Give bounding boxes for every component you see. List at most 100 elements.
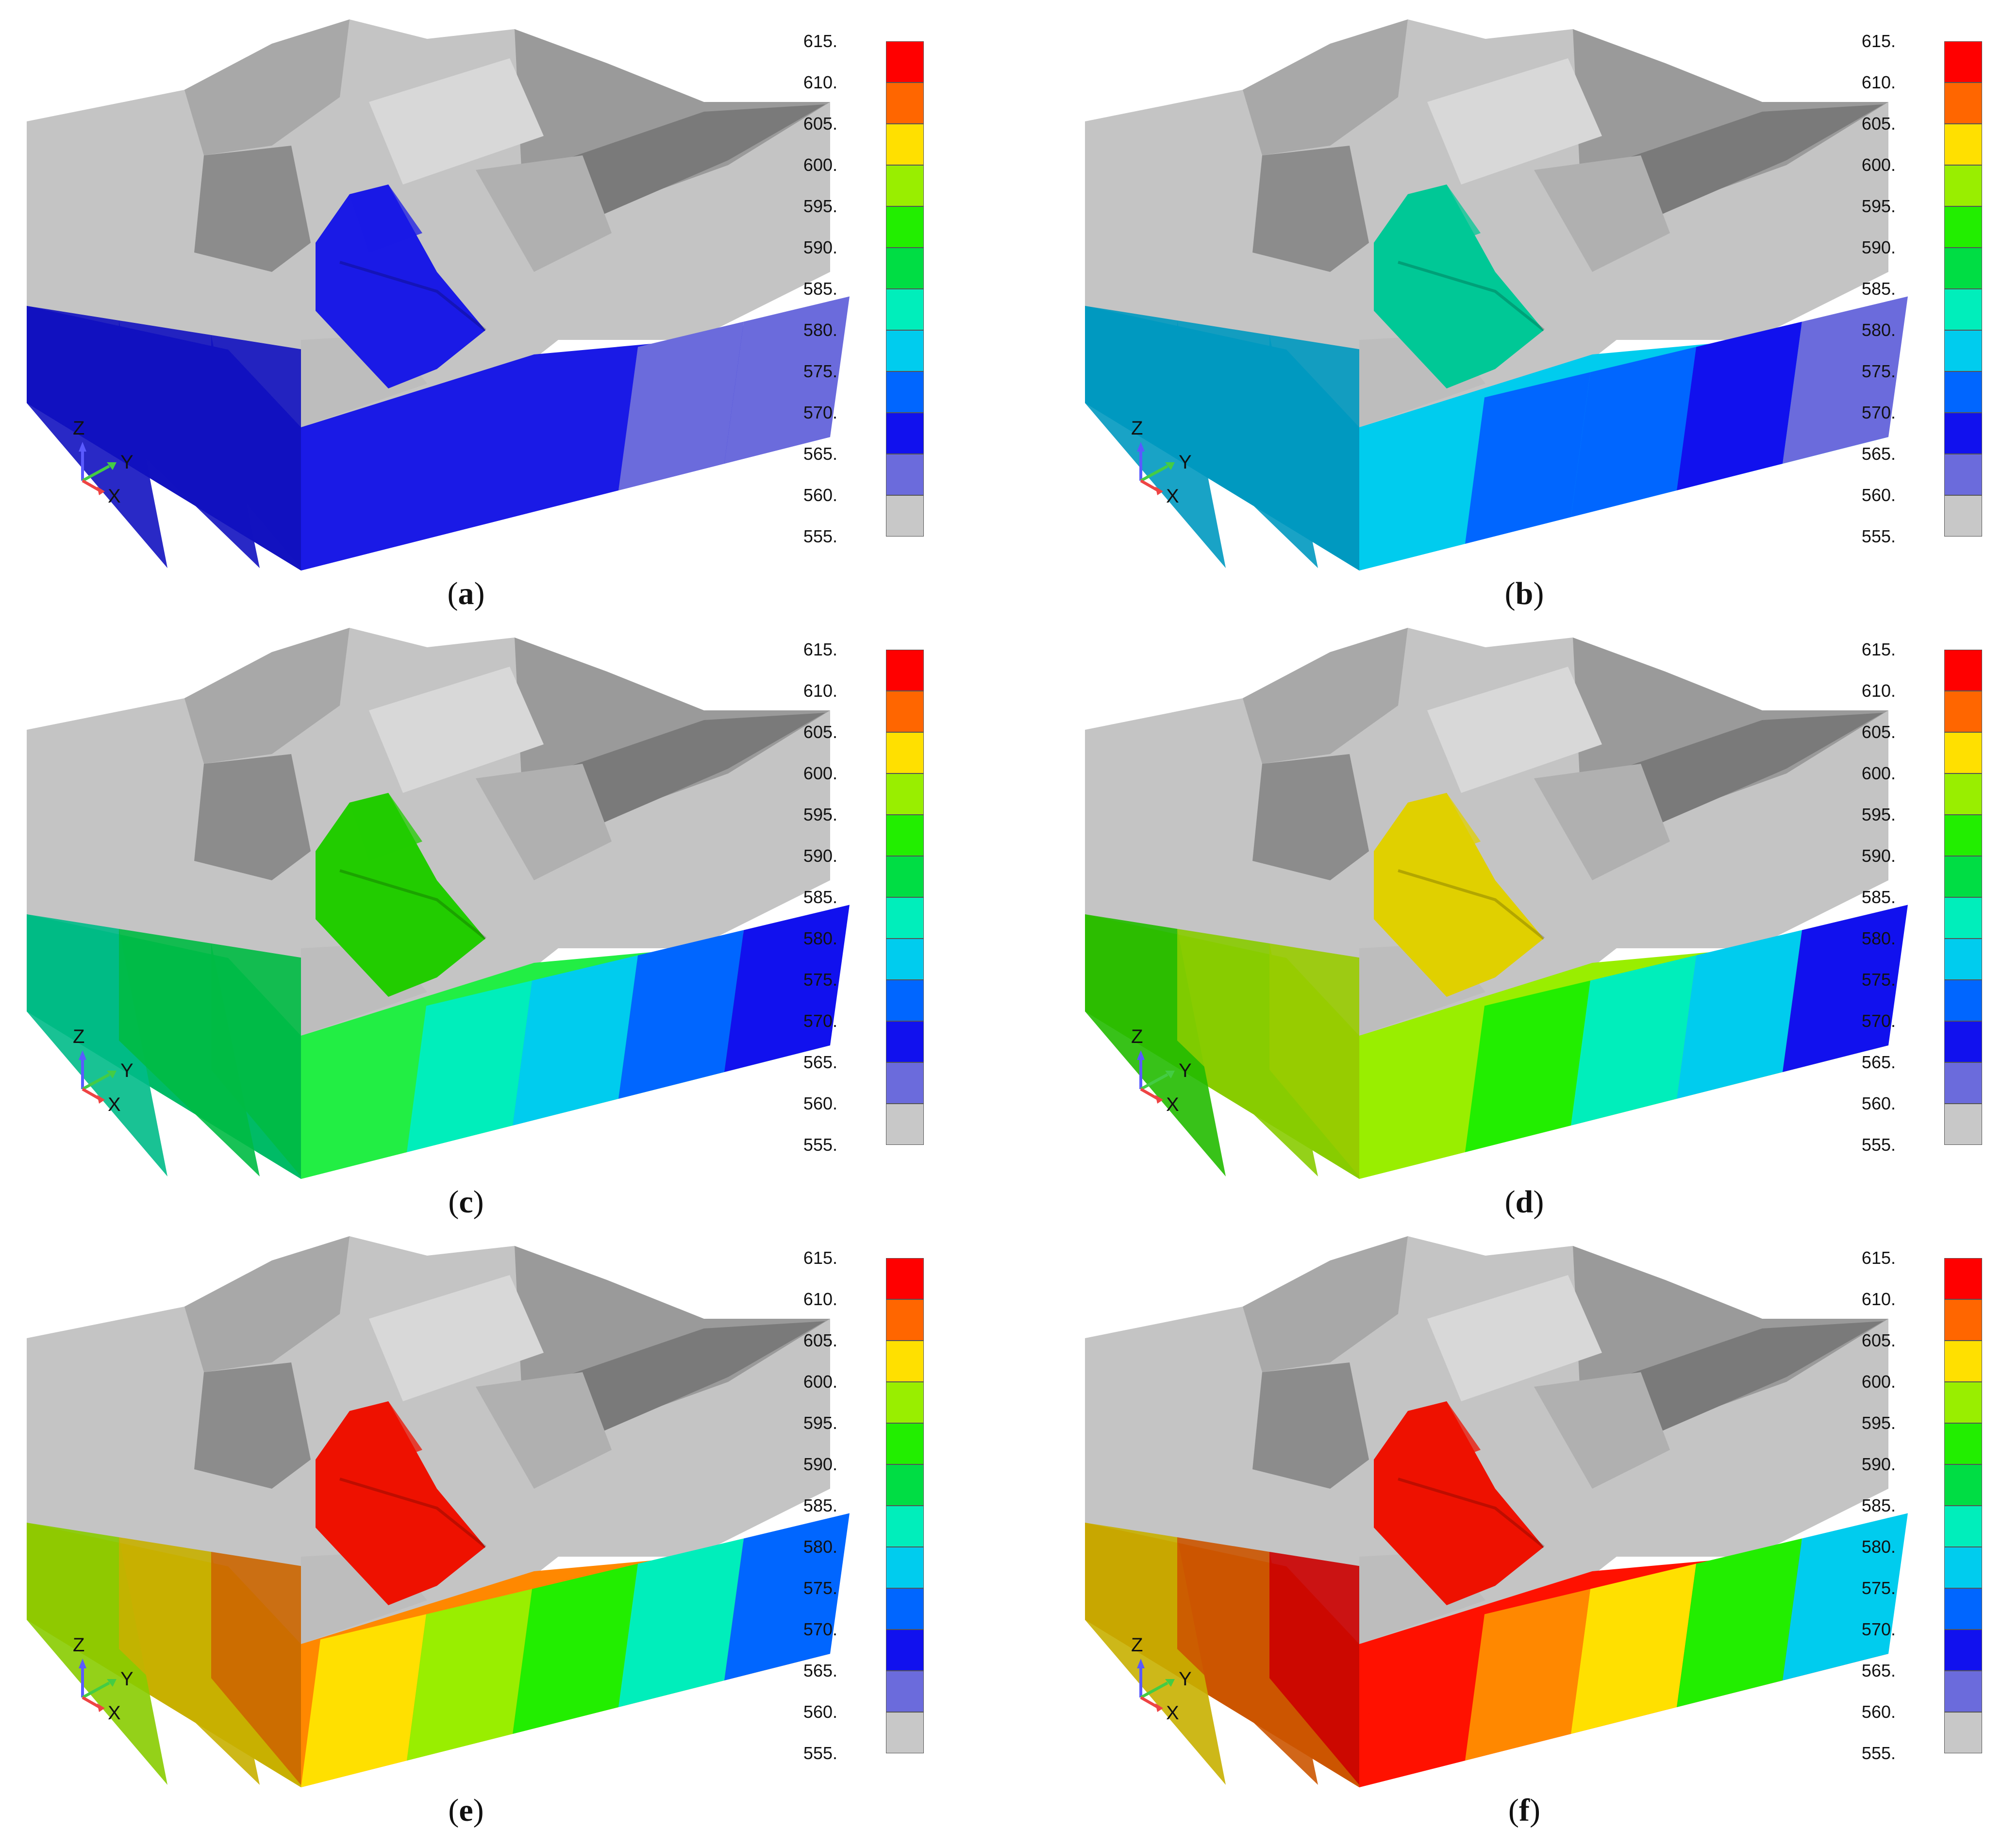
axis-label-y: Y: [120, 452, 133, 473]
panel-d: Z Y X 615. 610. 605. 600. 595. 590. 585. 580. 575. 5…: [1058, 608, 2002, 1225]
legend-tick-label: 595.: [803, 1413, 837, 1433]
legend-swatch: [886, 1382, 924, 1423]
legend-tick-label: 555.: [1861, 1743, 1896, 1763]
excavation-zone: [316, 793, 485, 997]
legend-tick-label: 570.: [803, 403, 837, 422]
axis-triad: Z YX: [73, 1026, 133, 1115]
legend-tick-label: 610.: [803, 72, 837, 92]
panel-caption: (d): [1504, 1184, 1544, 1220]
legend-tick-label: 565.: [803, 1052, 837, 1072]
legend-swatch: [886, 495, 924, 537]
panel-caption-letter: c: [459, 1184, 473, 1220]
legend-tick-label: 565.: [1861, 1052, 1896, 1072]
legend-tick-label: 570.: [803, 1011, 837, 1031]
legend-tick-label: 605.: [1861, 1330, 1896, 1350]
legend-swatch: [886, 454, 924, 495]
legend-tick-label: 560.: [1861, 1093, 1896, 1113]
axis-label-z: Z: [1131, 1634, 1143, 1656]
legend-tick-label: 595.: [803, 805, 837, 824]
axis-label-z: Z: [1131, 418, 1143, 439]
panel-caption-letter: b: [1515, 576, 1534, 611]
legend-swatch: [886, 1299, 924, 1341]
legend-swatch: [886, 371, 924, 413]
legend-swatch: [886, 413, 924, 454]
axis-label-y: Y: [1179, 1060, 1192, 1081]
legend-tick-label: 590.: [803, 1454, 837, 1474]
legend-tick-label: 595.: [1861, 196, 1896, 216]
legend-swatch: [886, 1104, 924, 1145]
legend-tick-label: 585.: [803, 279, 837, 299]
axis-label-y: Y: [120, 1668, 133, 1690]
legend-swatch: [1944, 495, 1982, 537]
axis-triad: Z YX: [1131, 418, 1192, 507]
legend-swatch: [886, 1062, 924, 1104]
legend-tick-label: 560.: [1861, 485, 1896, 505]
legend-tick-label: 575.: [803, 970, 837, 990]
legend-swatch: [1944, 1062, 1982, 1104]
excavation-zone: [1374, 793, 1544, 997]
legend-swatch: [1944, 1382, 1982, 1423]
legend-swatch: [886, 289, 924, 330]
legend-tick-label: 590.: [1861, 1454, 1896, 1474]
legend-swatch: [886, 1341, 924, 1382]
legend-swatch: [1944, 165, 1982, 206]
legend-swatch: [1944, 1299, 1982, 1341]
legend-tick-label: 610.: [803, 681, 837, 701]
legend-swatch: [1944, 124, 1982, 165]
legend-swatch: [1944, 732, 1982, 773]
legend-tick-label: 555.: [803, 1743, 837, 1763]
legend-swatch: [1944, 1258, 1982, 1299]
legend-swatch: [1944, 1506, 1982, 1547]
legend-tick-label: 560.: [803, 1093, 837, 1113]
terrain-model: Z YX: [1085, 1236, 1908, 1787]
panel-caption: (f): [1508, 1793, 1540, 1828]
legend-swatch: [886, 165, 924, 206]
legend-swatch: [886, 1258, 924, 1299]
legend-swatch: [1944, 248, 1982, 289]
legend-tick-label: 600.: [803, 1372, 837, 1392]
legend-tick-label: 585.: [803, 1495, 837, 1515]
panel-caption-letter: f: [1519, 1793, 1530, 1828]
legend-swatch: [1944, 1547, 1982, 1588]
legend-swatch: [886, 980, 924, 1021]
legend-tick-label: 610.: [803, 1289, 837, 1309]
legend-tick-label: 565.: [1861, 1661, 1896, 1680]
legend-swatch: [1944, 289, 1982, 330]
axis-label-x: X: [1166, 1094, 1179, 1115]
legend-tick-label: 575.: [1861, 361, 1896, 381]
panel-b: Z Y X 615. 610. 605. 600. 595. 590. 585. 580. 575. 5…: [1058, 0, 2002, 616]
legend-swatch: [1944, 1464, 1982, 1506]
legend-tick-label: 610.: [1861, 72, 1896, 92]
axis-label-x: X: [108, 1702, 121, 1724]
legend-swatch: [1944, 773, 1982, 815]
terrain-model: Z YX: [27, 19, 850, 571]
legend-tick-label: 595.: [1861, 1413, 1896, 1433]
legend-tick-label: 555.: [1861, 526, 1896, 546]
legend-swatch: [886, 248, 924, 289]
axis-label-y: Y: [1179, 1668, 1192, 1690]
legend-swatch: [886, 1671, 924, 1712]
legend-tick-label: 580.: [803, 320, 837, 340]
terrain-model: Z YX: [27, 628, 850, 1179]
legend-swatch: [1944, 1588, 1982, 1630]
panel-a: Z Y X 615. 610. 605. 600. 595. 590. 585. 580. 575. 5…: [0, 0, 1001, 616]
axis-label-z: Z: [1131, 1026, 1143, 1047]
panel-e: Z Y X 615. 610. 605. 600. 595. 590. 585. 580. 575. 5…: [0, 1217, 1001, 1833]
legend-tick-label: 575.: [803, 1578, 837, 1598]
legend-swatch: [1944, 939, 1982, 980]
legend-swatch: [1944, 897, 1982, 939]
legend-swatch: [1944, 815, 1982, 856]
axis-label-x: X: [108, 1094, 121, 1115]
legend-tick-label: 580.: [1861, 1537, 1896, 1557]
legend-tick-label: 615.: [803, 31, 837, 51]
legend-tick-label: 555.: [803, 526, 837, 546]
legend-tick-label: 570.: [1861, 1011, 1896, 1031]
legend-swatch: [1944, 856, 1982, 897]
legend-tick-label: 605.: [803, 114, 837, 134]
legend-tick-label: 590.: [803, 846, 837, 866]
legend-swatch: [1944, 1630, 1982, 1671]
legend-tick-label: 585.: [1861, 279, 1896, 299]
legend-tick-label: 585.: [803, 887, 837, 907]
legend-tick-label: 595.: [1861, 805, 1896, 824]
legend-swatch: [1944, 1671, 1982, 1712]
